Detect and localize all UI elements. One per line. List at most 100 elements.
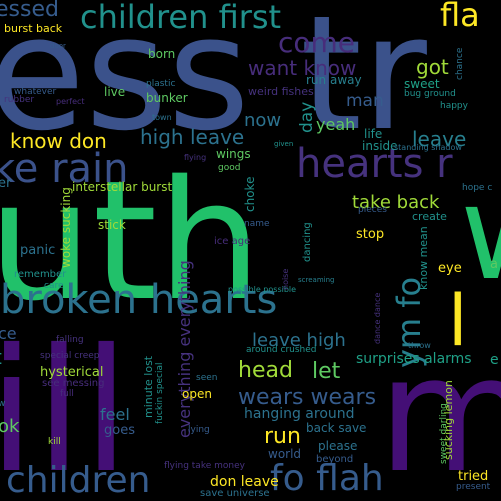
word-seen: seen — [196, 373, 217, 383]
word-panic: panic — [20, 243, 55, 258]
word-feel: feel — [100, 405, 130, 424]
word-wears-wears: wears wears — [238, 385, 376, 410]
word-head: head — [238, 358, 293, 383]
word-door: door — [50, 42, 66, 50]
word-inside: inside — [362, 139, 398, 153]
word-care: care — [44, 281, 64, 291]
word-ok: ok — [0, 416, 20, 437]
word-everything-everything: everything everything — [175, 260, 194, 438]
word-hysterical: hysterical — [40, 365, 103, 380]
word-stop: stop — [356, 227, 384, 242]
word-ess: ess — [0, 0, 250, 166]
word-e: e — [490, 352, 499, 368]
word-beyond: beyond — [316, 454, 353, 465]
word-surprises-alarms: surprises alarms — [356, 351, 472, 367]
word-know-don: know don — [10, 129, 107, 153]
word-create: create — [412, 210, 447, 223]
word-run: run — [264, 424, 301, 449]
word-let: let — [312, 359, 341, 384]
word-world: world — [268, 447, 301, 461]
word-ym-fo: ym fo — [390, 277, 428, 368]
word-take-back: take back — [352, 192, 440, 213]
word-tried: tried — [458, 469, 488, 484]
word-noise: noise — [281, 269, 290, 290]
word-bunker: bunker — [146, 91, 188, 105]
word-children-first: children first — [80, 0, 281, 36]
word-don-leave: don leave — [210, 474, 279, 490]
word-broken-hearts: broken hearts — [0, 277, 277, 323]
word-sweet-darling: sweet darling — [439, 403, 449, 464]
word-remember: remember — [14, 269, 67, 280]
word-hope-c: hope c — [462, 183, 492, 193]
word-minute-lost: minute lost — [142, 355, 155, 418]
word-ce: ce — [0, 324, 17, 343]
word-around-crushed: around crushed — [246, 345, 317, 355]
word-ke-rain: ke rain — [0, 146, 128, 192]
word-present: present — [456, 482, 491, 492]
word-born: born — [148, 47, 175, 61]
word-see-messing: see messing — [42, 378, 104, 389]
word-open: open — [182, 387, 212, 401]
word-happy: happy — [440, 101, 469, 111]
word-choke: choke — [243, 177, 257, 212]
word-plastic: plastic — [146, 79, 175, 89]
word-yeah: yeah — [316, 115, 355, 134]
word-rubber: rubber — [4, 95, 34, 105]
word-high-leave: high leave — [140, 125, 244, 149]
word-man: man — [346, 91, 384, 111]
word-flying: flying — [184, 153, 206, 162]
word-me: me — [378, 321, 501, 501]
word-burst-back: burst back — [4, 22, 63, 35]
word-sucking-lemon: sucking lemon — [442, 380, 455, 460]
word-lying: lying — [188, 425, 210, 435]
word-save-universe: save universe — [200, 488, 270, 499]
word-special-creep: special creep — [40, 351, 100, 361]
word-interstellar-burst: interstellar burst — [72, 180, 172, 194]
word-good: good — [218, 163, 240, 173]
word-fo-flah: fo flah — [270, 458, 384, 499]
word-live: live — [104, 85, 125, 99]
word-back-save: back save — [306, 421, 366, 435]
word-come: come — [278, 26, 355, 59]
word-day: day — [297, 102, 317, 133]
word-falling: falling — [56, 335, 84, 345]
word-sweet: sweet — [404, 77, 440, 91]
word-hearts-r: hearts r — [296, 141, 453, 187]
word-w: w — [0, 399, 5, 409]
word-full: full — [60, 389, 74, 399]
word-kill: kill — [48, 437, 61, 447]
word-goes: goes — [104, 423, 135, 438]
word-know-mean: know mean — [417, 226, 430, 290]
word-run-away: run away — [306, 73, 362, 87]
word-fuckin-special: fuckin special — [155, 362, 165, 424]
word-whatever: whatever — [14, 87, 57, 97]
word-please: please — [318, 439, 357, 453]
word-dancing: dancing — [302, 222, 313, 262]
word-given: given — [274, 140, 293, 148]
word-standing-shadow: standing shadow — [394, 143, 462, 152]
word-ice-age: ice age — [214, 236, 250, 247]
word-weird-fishes: weird fishes — [248, 85, 314, 98]
word-throw: throw — [408, 341, 431, 350]
word-leave-high: leave high — [252, 330, 346, 351]
word-want-know: want know — [248, 56, 356, 80]
word-w: w — [460, 157, 501, 309]
word-dance-dance: dance dance — [373, 293, 382, 344]
word-er: er — [0, 176, 12, 191]
word-leave: leave — [412, 127, 466, 151]
word-t: t — [0, 345, 2, 369]
word-flying-take-money: flying take money — [164, 461, 246, 471]
word-life: life — [364, 127, 382, 141]
word-woke-sucking: woke sucking — [59, 187, 73, 268]
word-l: l — [448, 280, 467, 362]
word-got: got — [416, 55, 449, 79]
word-ill: ill — [0, 313, 130, 501]
word-now: now — [244, 110, 281, 131]
word-pieces: pieces — [358, 205, 387, 215]
word-screaming: screaming — [298, 276, 334, 284]
word-a: a — [490, 257, 498, 272]
word-perfect: perfect — [56, 97, 85, 106]
word-chance: chance — [455, 47, 465, 80]
